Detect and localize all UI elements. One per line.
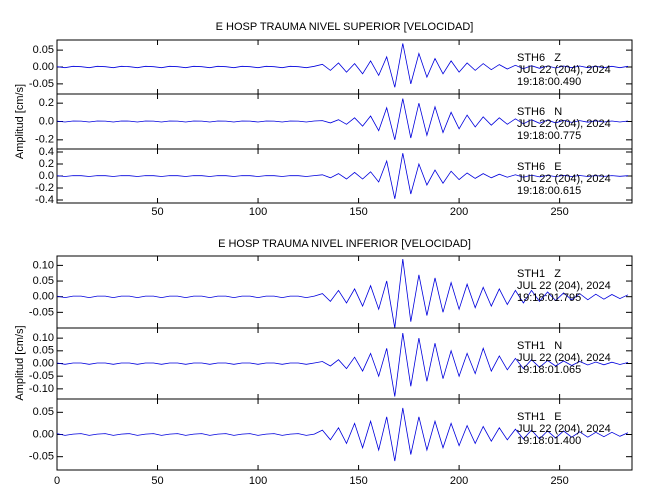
y-tick-label: -0.05 <box>29 451 54 463</box>
y-tick-label: 0.10 <box>33 259 54 271</box>
x-tick-label: 100 <box>249 206 267 218</box>
y-tick-label: 0.05 <box>33 345 54 357</box>
date-label: JUL 22 (204), 2024 <box>517 64 611 76</box>
station-label: STH1 Z <box>517 268 561 280</box>
time-label: 19:18:00.490 <box>517 76 581 88</box>
x-tick-label: 200 <box>450 206 468 218</box>
y-tick-label: 0.00 <box>33 428 54 440</box>
station-label: STH6 N <box>517 106 562 118</box>
time-label: 19:18:01.400 <box>517 435 581 447</box>
x-tick-label: 250 <box>550 206 568 218</box>
y-tick-label: 0.10 <box>33 332 54 344</box>
y-tick-label: 0.05 <box>33 406 54 418</box>
x-tick-label: 250 <box>550 475 568 487</box>
time-label: 19:18:00.775 <box>517 130 581 142</box>
y-axis-label: Amplitud [cm/s] <box>14 325 26 400</box>
time-label: 19:18:00.615 <box>517 185 581 197</box>
date-label: JUL 22 (204), 2024 <box>517 173 611 185</box>
date-label: JUL 22 (204), 2024 <box>517 118 611 130</box>
y-tick-label: -0.05 <box>29 306 54 318</box>
y-tick-label: 0.4 <box>39 146 54 158</box>
station-label: STH1 N <box>517 340 562 352</box>
chart-title: E HOSP TRAUMA NIVEL SUPERIOR [VELOCIDAD] <box>216 21 474 33</box>
y-axis-label: Amplitud [cm/s] <box>14 84 26 159</box>
date-label: JUL 22 (204), 2024 <box>517 280 611 292</box>
y-tick-label: -0.10 <box>29 383 54 395</box>
waveform <box>56 333 629 397</box>
station-label: STH6 Z <box>517 52 561 64</box>
time-label: 19:18:01.065 <box>517 364 581 376</box>
y-tick-label: -0.4 <box>35 194 54 206</box>
date-label: JUL 22 (204), 2024 <box>517 352 611 364</box>
waveform <box>56 259 629 329</box>
waveform <box>56 407 629 462</box>
y-tick-label: -0.2 <box>35 182 54 194</box>
waveform <box>56 153 629 199</box>
waveform <box>56 43 629 88</box>
waveform <box>56 98 629 140</box>
date-label: JUL 22 (204), 2024 <box>517 423 611 435</box>
x-tick-label: 200 <box>450 475 468 487</box>
y-tick-label: 0.00 <box>33 61 54 73</box>
y-tick-label: -0.2 <box>35 134 54 146</box>
time-label: 19:18:01.795 <box>517 292 581 304</box>
y-tick-label: 0.05 <box>33 275 54 287</box>
y-tick-label: -0.05 <box>29 78 54 90</box>
y-tick-label: 0.05 <box>33 44 54 56</box>
x-tick-label: 0 <box>54 475 60 487</box>
station-label: STH1 E <box>517 411 562 423</box>
x-tick-label: 150 <box>349 475 367 487</box>
y-tick-label: -0.05 <box>29 370 54 382</box>
x-tick-label: 100 <box>249 475 267 487</box>
y-tick-label: 0.0 <box>39 170 54 182</box>
x-tick-label: 150 <box>349 206 367 218</box>
x-tick-label: 50 <box>151 475 163 487</box>
y-tick-label: 0.2 <box>39 97 54 109</box>
x-tick-label: 50 <box>151 206 163 218</box>
y-tick-label: 0.0 <box>39 115 54 127</box>
y-tick-label: 0.00 <box>33 291 54 303</box>
y-tick-label: 0.2 <box>39 158 54 170</box>
station-label: STH6 E <box>517 161 562 173</box>
y-tick-label: 0.00 <box>33 357 54 369</box>
chart-title: E HOSP TRAUMA NIVEL INFERIOR [VELOCIDAD] <box>218 238 471 250</box>
